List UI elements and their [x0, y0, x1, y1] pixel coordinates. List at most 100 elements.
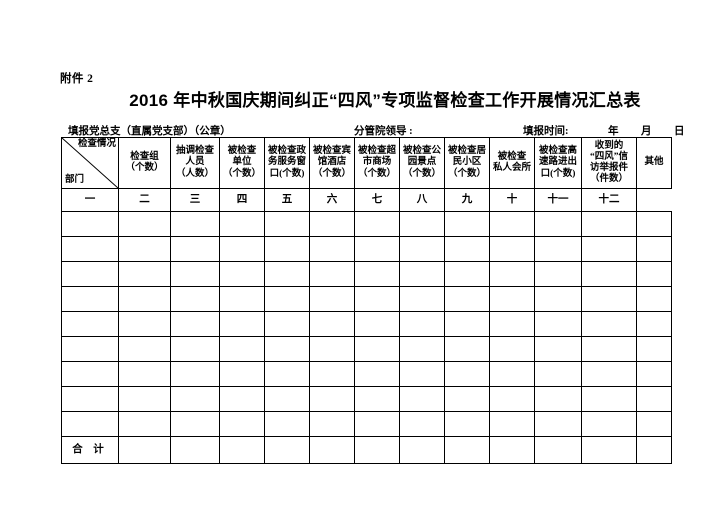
- data-cell[interactable]: [534, 236, 582, 262]
- data-cell[interactable]: [636, 386, 672, 412]
- data-cell[interactable]: [636, 286, 672, 312]
- data-cell[interactable]: [444, 236, 490, 262]
- data-cell[interactable]: [489, 411, 535, 437]
- total-cell[interactable]: [264, 436, 310, 464]
- data-cell[interactable]: [309, 261, 355, 287]
- data-cell[interactable]: [354, 336, 400, 362]
- data-cell[interactable]: [219, 411, 265, 437]
- data-cell[interactable]: [489, 311, 535, 337]
- row-department-cell[interactable]: [61, 261, 119, 287]
- data-cell[interactable]: [534, 211, 582, 237]
- data-cell[interactable]: [118, 286, 171, 312]
- data-cell[interactable]: [264, 286, 310, 312]
- data-cell[interactable]: [219, 211, 265, 237]
- data-cell[interactable]: [219, 386, 265, 412]
- data-cell[interactable]: [581, 411, 637, 437]
- data-cell[interactable]: [636, 411, 672, 437]
- data-cell[interactable]: [118, 311, 171, 337]
- total-cell[interactable]: [399, 436, 445, 464]
- data-cell[interactable]: [354, 361, 400, 387]
- data-cell[interactable]: [309, 211, 355, 237]
- data-cell[interactable]: [444, 411, 490, 437]
- data-cell[interactable]: [170, 386, 220, 412]
- total-cell[interactable]: [354, 436, 400, 464]
- total-cell[interactable]: [118, 436, 171, 464]
- data-cell[interactable]: [534, 411, 582, 437]
- data-cell[interactable]: [354, 211, 400, 237]
- data-cell[interactable]: [170, 286, 220, 312]
- data-cell[interactable]: [399, 286, 445, 312]
- row-department-cell[interactable]: [61, 336, 119, 362]
- data-cell[interactable]: [444, 386, 490, 412]
- total-cell[interactable]: [534, 436, 582, 464]
- data-cell[interactable]: [309, 361, 355, 387]
- data-cell[interactable]: [118, 411, 171, 437]
- data-cell[interactable]: [636, 311, 672, 337]
- total-cell[interactable]: [636, 436, 672, 464]
- data-cell[interactable]: [534, 336, 582, 362]
- data-cell[interactable]: [264, 261, 310, 287]
- data-cell[interactable]: [581, 361, 637, 387]
- data-cell[interactable]: [581, 311, 637, 337]
- data-cell[interactable]: [170, 311, 220, 337]
- data-cell[interactable]: [534, 286, 582, 312]
- data-cell[interactable]: [264, 386, 310, 412]
- data-cell[interactable]: [309, 236, 355, 262]
- data-cell[interactable]: [264, 211, 310, 237]
- total-cell[interactable]: [581, 436, 637, 464]
- data-cell[interactable]: [444, 261, 490, 287]
- row-department-cell[interactable]: [61, 236, 119, 262]
- data-cell[interactable]: [309, 411, 355, 437]
- row-department-cell[interactable]: [61, 361, 119, 387]
- data-cell[interactable]: [581, 336, 637, 362]
- data-cell[interactable]: [170, 236, 220, 262]
- data-cell[interactable]: [118, 236, 171, 262]
- data-cell[interactable]: [534, 386, 582, 412]
- data-cell[interactable]: [118, 336, 171, 362]
- data-cell[interactable]: [118, 211, 171, 237]
- row-department-cell[interactable]: [61, 311, 119, 337]
- row-department-cell[interactable]: [61, 286, 119, 312]
- data-cell[interactable]: [219, 236, 265, 262]
- data-cell[interactable]: [170, 411, 220, 437]
- data-cell[interactable]: [219, 311, 265, 337]
- data-cell[interactable]: [399, 336, 445, 362]
- data-cell[interactable]: [489, 361, 535, 387]
- data-cell[interactable]: [489, 261, 535, 287]
- data-cell[interactable]: [636, 336, 672, 362]
- data-cell[interactable]: [636, 211, 672, 237]
- data-cell[interactable]: [636, 236, 672, 262]
- total-cell[interactable]: [219, 436, 265, 464]
- row-department-cell[interactable]: [61, 411, 119, 437]
- data-cell[interactable]: [399, 261, 445, 287]
- data-cell[interactable]: [581, 211, 637, 237]
- data-cell[interactable]: [399, 211, 445, 237]
- data-cell[interactable]: [444, 311, 490, 337]
- data-cell[interactable]: [636, 361, 672, 387]
- data-cell[interactable]: [399, 311, 445, 337]
- data-cell[interactable]: [354, 236, 400, 262]
- data-cell[interactable]: [219, 336, 265, 362]
- data-cell[interactable]: [118, 386, 171, 412]
- data-cell[interactable]: [444, 361, 490, 387]
- data-cell[interactable]: [489, 386, 535, 412]
- data-cell[interactable]: [534, 361, 582, 387]
- data-cell[interactable]: [354, 411, 400, 437]
- data-cell[interactable]: [264, 336, 310, 362]
- data-cell[interactable]: [444, 286, 490, 312]
- data-cell[interactable]: [309, 386, 355, 412]
- data-cell[interactable]: [264, 311, 310, 337]
- data-cell[interactable]: [581, 236, 637, 262]
- data-cell[interactable]: [309, 336, 355, 362]
- data-cell[interactable]: [444, 211, 490, 237]
- total-cell[interactable]: [444, 436, 490, 464]
- data-cell[interactable]: [489, 211, 535, 237]
- data-cell[interactable]: [264, 411, 310, 437]
- data-cell[interactable]: [309, 311, 355, 337]
- data-cell[interactable]: [489, 286, 535, 312]
- total-cell[interactable]: [170, 436, 220, 464]
- data-cell[interactable]: [399, 361, 445, 387]
- data-cell[interactable]: [118, 361, 171, 387]
- data-cell[interactable]: [354, 311, 400, 337]
- data-cell[interactable]: [534, 311, 582, 337]
